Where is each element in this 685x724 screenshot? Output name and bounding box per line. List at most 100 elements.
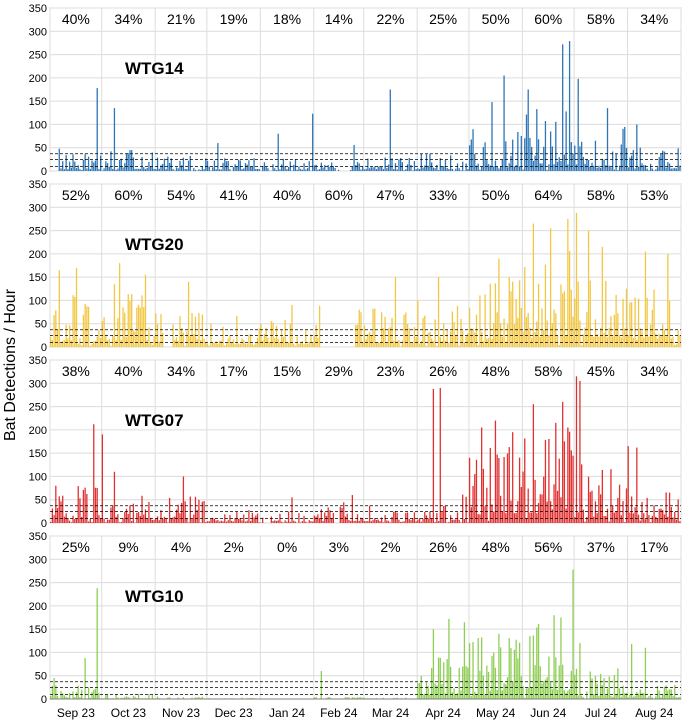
- bar: [196, 509, 198, 523]
- bar: [631, 644, 633, 699]
- bar: [606, 508, 609, 523]
- bar: [524, 697, 526, 699]
- bar: [151, 152, 154, 171]
- bar: [568, 41, 571, 171]
- bar: [384, 157, 386, 171]
- bar: [108, 166, 110, 171]
- bar: [203, 169, 205, 171]
- bar: [79, 338, 81, 347]
- bar: [318, 169, 321, 171]
- bar: [479, 670, 481, 699]
- bar: [120, 522, 122, 523]
- bar: [632, 337, 635, 347]
- monthly-percent-label: 14%: [325, 11, 353, 27]
- bar: [517, 131, 519, 171]
- bar: [477, 344, 479, 347]
- bar: [96, 336, 98, 347]
- bar: [406, 512, 409, 523]
- bar: [615, 294, 617, 347]
- bar: [522, 686, 524, 699]
- bar: [505, 141, 507, 171]
- bar: [246, 164, 248, 171]
- bar: [527, 89, 529, 171]
- bar: [68, 520, 71, 523]
- bar: [239, 518, 241, 523]
- bar: [303, 515, 305, 523]
- bar: [168, 162, 171, 171]
- bar: [222, 521, 224, 523]
- y-tick-label: 100: [29, 119, 47, 131]
- bar: [565, 111, 567, 171]
- bar: [589, 671, 591, 699]
- bar: [62, 340, 64, 347]
- bar: [91, 691, 93, 699]
- bar: [68, 161, 71, 171]
- bar: [474, 332, 476, 347]
- bar: [156, 516, 159, 523]
- monthly-percent-label: 33%: [429, 187, 457, 203]
- bar: [332, 165, 335, 171]
- bar: [531, 512, 533, 523]
- bar: [187, 522, 190, 523]
- bar: [648, 336, 650, 347]
- bar: [120, 339, 122, 347]
- bar: [224, 158, 226, 171]
- bar: [270, 321, 272, 347]
- bar: [208, 345, 210, 347]
- bar: [208, 166, 210, 171]
- bar: [482, 468, 485, 523]
- bar: [217, 343, 219, 347]
- bar: [68, 692, 71, 699]
- bar: [418, 169, 421, 171]
- bar: [177, 168, 179, 171]
- bar: [639, 520, 641, 523]
- bar: [391, 158, 393, 171]
- bar: [293, 520, 295, 523]
- bar: [110, 345, 112, 347]
- bar: [351, 166, 354, 171]
- bar: [565, 692, 567, 699]
- bar: [358, 309, 360, 347]
- y-tick-label: 0: [41, 342, 47, 354]
- bar: [677, 148, 679, 171]
- bar: [493, 511, 495, 523]
- bar: [663, 514, 666, 523]
- bar: [477, 638, 479, 699]
- bar: [434, 683, 436, 699]
- bar: [249, 520, 252, 523]
- bar: [532, 404, 535, 523]
- bar: [593, 516, 595, 523]
- bar: [163, 158, 166, 171]
- bar: [91, 522, 93, 523]
- bar: [425, 515, 428, 523]
- bar: [310, 334, 312, 347]
- bar: [201, 314, 204, 347]
- bar: [363, 697, 366, 699]
- bar: [394, 511, 397, 523]
- bar: [234, 344, 236, 347]
- bar: [562, 293, 564, 347]
- bar: [212, 167, 214, 171]
- bar: [74, 296, 76, 347]
- bar: [558, 157, 560, 171]
- bar: [398, 519, 400, 523]
- bar: [51, 508, 54, 523]
- bar: [353, 520, 355, 523]
- bar: [170, 158, 172, 171]
- bar: [124, 696, 126, 699]
- monthly-percent-label: 25%: [429, 11, 457, 27]
- bar: [367, 521, 369, 523]
- bar: [374, 518, 376, 523]
- bar: [467, 168, 469, 171]
- bar: [537, 624, 540, 699]
- bar: [382, 697, 385, 699]
- bar: [182, 332, 185, 347]
- bar: [403, 170, 405, 171]
- y-tick-label: 0: [41, 694, 47, 706]
- bar: [118, 159, 121, 171]
- bar: [662, 509, 664, 523]
- bar: [605, 165, 607, 171]
- bar: [86, 493, 88, 523]
- bar: [194, 169, 197, 171]
- bar: [231, 342, 233, 347]
